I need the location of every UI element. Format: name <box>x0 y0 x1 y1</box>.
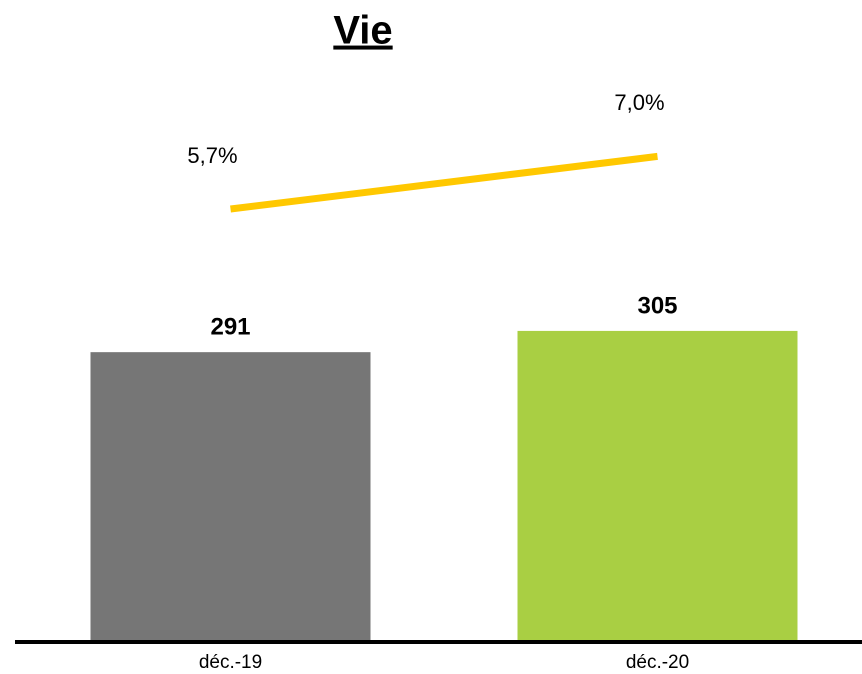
bar <box>90 352 371 642</box>
chart-title: Vie <box>333 9 392 53</box>
x-tick-label: déc.-19 <box>199 652 262 673</box>
line-value-label: 7,0% <box>614 90 664 115</box>
bar-value-label: 291 <box>210 314 250 341</box>
x-tick-label: déc.-20 <box>626 652 689 673</box>
line <box>230 152 658 213</box>
bar <box>517 330 798 642</box>
line-value-label: 5,7% <box>187 143 237 168</box>
bar-value-label: 305 <box>637 292 677 319</box>
